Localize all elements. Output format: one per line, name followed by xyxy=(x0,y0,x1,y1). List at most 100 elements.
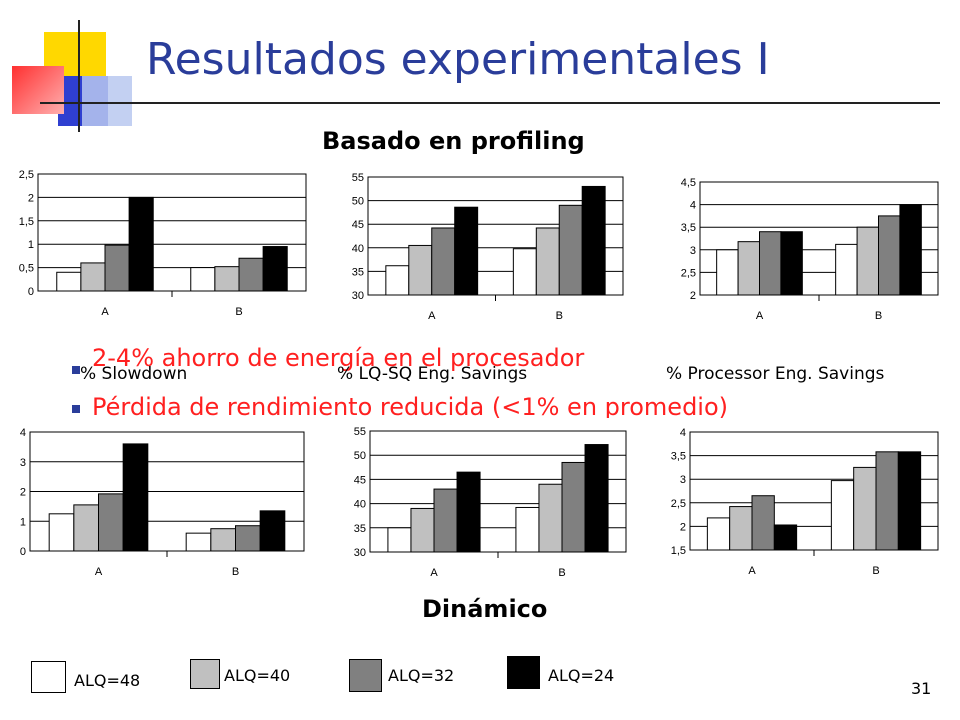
y-tick-label: 2,5 xyxy=(19,169,34,181)
bar-alq48-a xyxy=(387,527,412,553)
bar-alq32-a xyxy=(98,493,124,552)
bar-alq32-a xyxy=(759,231,782,296)
bar-alq48-a xyxy=(385,265,410,296)
bar-alq32-a xyxy=(104,244,130,292)
bar-alq40-a xyxy=(737,241,761,296)
bar-alq48-b xyxy=(835,243,858,296)
x-category-label: B xyxy=(235,306,242,318)
bullet-performance-loss: Pérdida de rendimiento reducida (<1% en … xyxy=(92,393,729,421)
bar-alq32-b xyxy=(561,461,586,553)
y-tick-label: 40 xyxy=(352,243,364,255)
bar-alq40-b xyxy=(210,528,236,552)
y-tick-label: 2,5 xyxy=(671,498,686,510)
chart-dynamic-lqsq-savings: 30 35 40 45 50 55 A B xyxy=(354,426,627,579)
y-tick-label: 35 xyxy=(354,523,366,535)
legend-swatch-alq32 xyxy=(349,659,382,692)
bar-alq24-a xyxy=(128,196,154,292)
y-tick-label: 3 xyxy=(680,474,686,486)
y-tick-label: 2 xyxy=(690,290,696,302)
bar-alq32-b xyxy=(235,525,261,552)
x-category-label: A xyxy=(748,565,756,577)
y-tick-label: 1 xyxy=(20,516,26,528)
bar-alq32-b xyxy=(558,204,583,296)
y-tick-label: 0,5 xyxy=(19,263,34,275)
legend-swatch-alq24 xyxy=(507,656,540,689)
y-tick-label: 3,5 xyxy=(671,451,686,463)
cover-band xyxy=(0,418,960,432)
legend-label-alq40: ALQ=40 xyxy=(224,666,291,685)
y-tick-label: 3 xyxy=(20,457,26,469)
bar-alq24-b xyxy=(899,204,922,296)
y-tick-label: 3,5 xyxy=(681,222,696,234)
caption-slowdown: % Slowdown xyxy=(80,364,188,384)
bar-alq40-a xyxy=(410,507,435,553)
logo-lightblue-square xyxy=(82,76,132,126)
y-tick-label: 55 xyxy=(354,426,366,438)
bar-alq40-a xyxy=(73,504,99,552)
y-tick-label: 4 xyxy=(680,427,686,439)
bar-alq24-b xyxy=(581,185,606,296)
bar-alq24-a xyxy=(773,524,798,551)
bar-alq40-b xyxy=(214,266,240,292)
y-tick-label: 4,5 xyxy=(681,177,696,189)
y-tick-label: 4 xyxy=(20,427,26,439)
bar-alq48-b xyxy=(185,532,212,552)
bar-alq24-b xyxy=(259,510,286,552)
y-tick-label: 2 xyxy=(20,487,26,499)
legend-label-alq24: ALQ=24 xyxy=(548,666,615,685)
caption-processor-savings: % Processor Eng. Savings xyxy=(666,364,885,384)
y-tick-label: 50 xyxy=(354,450,366,462)
y-tick-label: 30 xyxy=(352,290,364,302)
y-tick-label: 3 xyxy=(690,245,696,257)
x-category-label: B xyxy=(232,566,239,578)
y-tick-label: 50 xyxy=(352,196,364,208)
bar-alq24-a xyxy=(122,443,149,552)
logo-decoration xyxy=(0,0,940,135)
legend-label-alq32: ALQ=32 xyxy=(388,666,455,685)
logo-vertical-line xyxy=(78,20,80,132)
profiling-heading: Basado en profiling xyxy=(322,127,585,155)
bar-alq32-b xyxy=(875,451,899,551)
bar-alq40-b xyxy=(535,227,560,296)
bullet-energy-savings: 2-4% ahorro de energía en el procesador xyxy=(92,344,585,372)
bar-alq40-a xyxy=(729,506,753,551)
chart-profiling-slowdown: 0 0,5 1 1,5 2 2,5 A B xyxy=(19,169,307,318)
bar-alq40-b xyxy=(853,466,877,551)
logo-red-square xyxy=(12,66,64,114)
bar-alq24-b xyxy=(897,451,922,551)
bar-alq40-b xyxy=(856,226,880,296)
y-tick-label: 1 xyxy=(28,239,34,251)
bar-alq48-b xyxy=(515,506,540,553)
caption-lqsq-savings: % LQ-SQ Eng. Savings xyxy=(337,364,528,384)
y-tick-label: 55 xyxy=(352,172,364,184)
y-tick-label: 4 xyxy=(690,200,696,212)
y-tick-label: 0 xyxy=(28,286,34,298)
legend-swatch-alq48 xyxy=(31,661,66,693)
bar-alq48-a xyxy=(48,513,75,552)
y-tick-label: 2 xyxy=(680,521,686,533)
y-tick-label: 1,5 xyxy=(671,545,686,557)
bar-alq40-a xyxy=(408,244,433,296)
x-category-label: A xyxy=(95,566,103,578)
bar-alq48-b xyxy=(512,248,537,296)
y-tick-label: 0 xyxy=(20,546,26,558)
legend-label-alq48: ALQ=48 xyxy=(74,671,141,690)
bar-alq24-a xyxy=(780,231,803,296)
x-category-label: A xyxy=(430,567,438,579)
y-tick-label: 30 xyxy=(354,547,366,559)
legend-swatch-alq40 xyxy=(190,659,220,689)
bar-alq32-a xyxy=(431,227,456,296)
dynamic-heading: Dinámico xyxy=(422,595,548,623)
y-tick-label: 2,5 xyxy=(681,267,696,279)
x-category-label: B xyxy=(558,567,565,579)
bar-alq48-a xyxy=(706,517,731,551)
bar-alq40-a xyxy=(80,262,106,292)
chart-profiling-processor-savings: 2 2,5 3 3,5 4 4,5 A B xyxy=(681,177,939,322)
bar-alq24-b xyxy=(584,444,609,553)
y-tick-label: 1,5 xyxy=(19,216,34,228)
bar-alq24-b xyxy=(262,246,288,292)
bar-alq32-b xyxy=(878,215,901,296)
x-category-label: A xyxy=(756,310,764,322)
bar-alq48-a xyxy=(716,249,739,296)
bar-alq40-b xyxy=(538,483,563,553)
